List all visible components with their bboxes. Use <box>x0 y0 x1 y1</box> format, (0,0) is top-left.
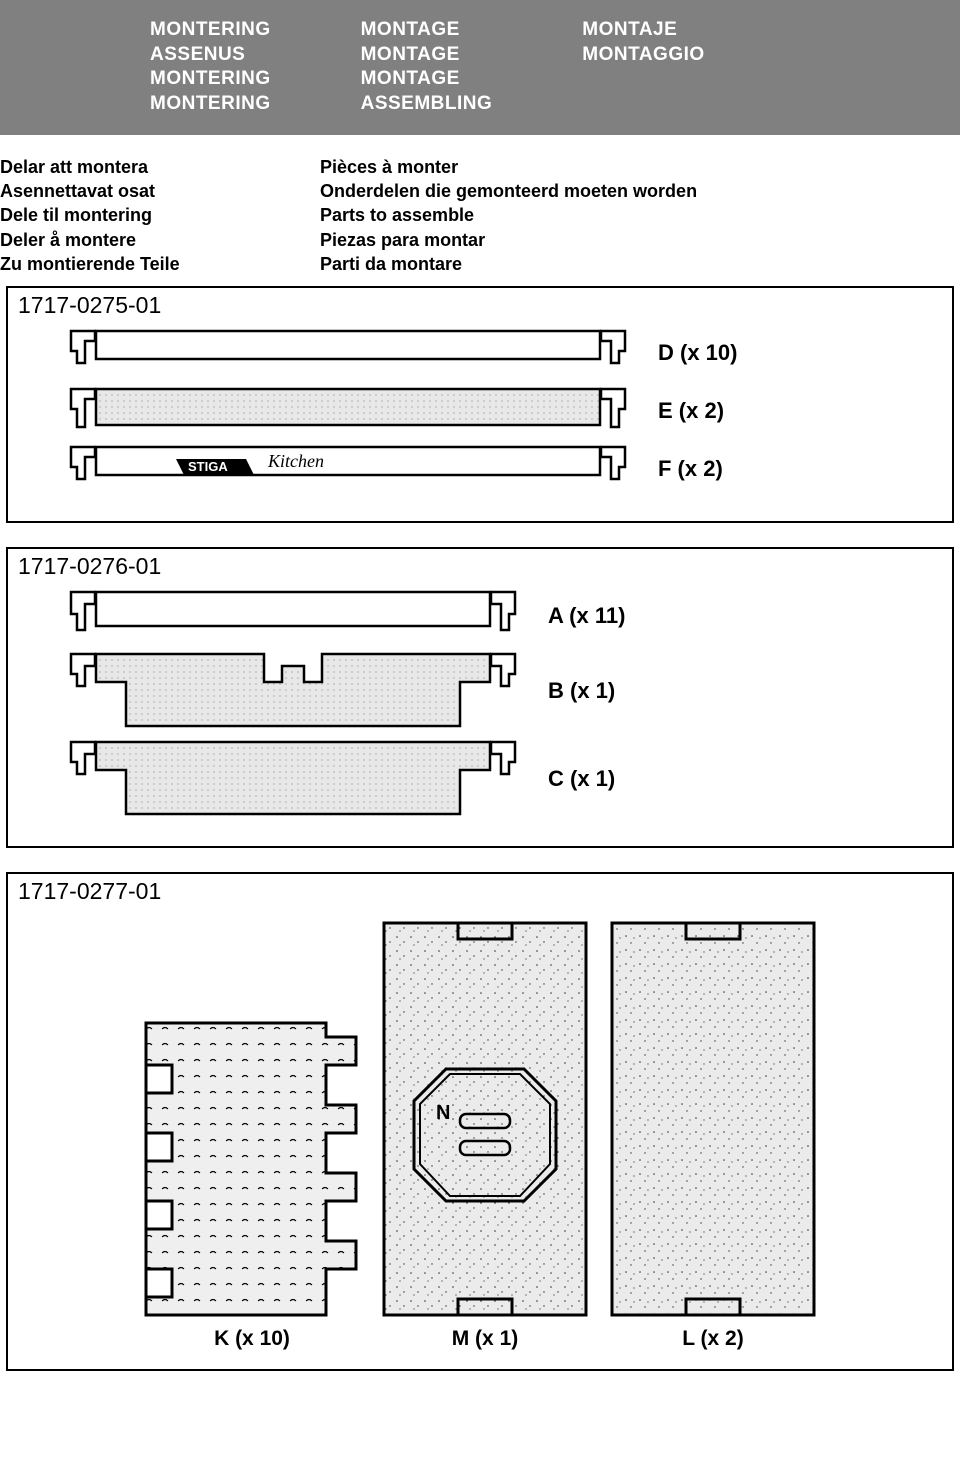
subtitle-text: Delar att montera <box>0 155 320 179</box>
part-f-row: STIGA Kitchen F (x 2) <box>18 445 942 493</box>
part-e-diagram <box>68 387 628 435</box>
subtitle-text: Deler å montere <box>0 228 320 252</box>
part-m-label: M (x 1) <box>380 1327 590 1351</box>
header-bar: MONTERING ASSENUS MONTERING MONTERING MO… <box>0 0 960 135</box>
part-l-label: L (x 2) <box>608 1327 818 1351</box>
header-text: MONTERING <box>150 92 271 117</box>
section-title: 1717-0275-01 <box>18 292 942 319</box>
subtitle-text: Pièces à monter <box>320 155 697 179</box>
subtitle-text: Zu montierende Teile <box>0 252 320 276</box>
header-text: MONTERING <box>150 67 271 92</box>
section-2: 1717-0276-01 A (x 11) B (x 1) <box>6 547 954 848</box>
header-col-3: MONTAJE MONTAGGIO <box>582 18 704 117</box>
brand-kitchen-text: Kitchen <box>267 451 324 471</box>
part-c-row: C (x 1) <box>18 740 942 818</box>
part-l-diagram <box>608 919 818 1319</box>
bottom-row: K (x 10) <box>18 919 942 1351</box>
part-k-item: K (x 10) <box>142 1019 362 1351</box>
part-l-item: L (x 2) <box>608 919 818 1351</box>
subtitle-text: Dele til montering <box>0 203 320 227</box>
header-text: MONTAGE <box>361 67 493 92</box>
subtitle-text: Asennettavat osat <box>0 179 320 203</box>
part-k-diagram <box>142 1019 362 1319</box>
part-d-row: D (x 10) <box>18 329 942 377</box>
header-col-1: MONTERING ASSENUS MONTERING MONTERING <box>150 18 271 117</box>
part-d-label: D (x 10) <box>658 340 737 366</box>
part-a-label: A (x 11) <box>548 603 625 629</box>
part-f-diagram: STIGA Kitchen <box>68 445 628 493</box>
part-n-label: N <box>436 1102 450 1124</box>
subtitle-text: Piezas para montar <box>320 228 697 252</box>
header-text: ASSEMBLING <box>361 92 493 117</box>
section-title: 1717-0277-01 <box>18 878 942 905</box>
part-k-label: K (x 10) <box>142 1327 362 1351</box>
header-text: MONTAGE <box>361 18 493 43</box>
part-m-item: N M (x 1) <box>380 919 590 1351</box>
part-e-row: E (x 2) <box>18 387 942 435</box>
part-d-diagram <box>68 329 628 377</box>
part-c-diagram <box>68 740 518 818</box>
header-col-2: MONTAGE MONTAGE MONTAGE ASSEMBLING <box>361 18 493 117</box>
subtitle-text: Parti da montare <box>320 252 697 276</box>
subtitle-block: Delar att montera Asennettavat osat Dele… <box>0 135 960 284</box>
part-a-diagram <box>68 590 518 642</box>
part-b-label: B (x 1) <box>548 678 615 704</box>
section-title: 1717-0276-01 <box>18 553 942 580</box>
part-b-row: B (x 1) <box>18 652 942 730</box>
header-text: MONTAGE <box>361 43 493 68</box>
header-text: MONTAJE <box>582 18 704 43</box>
part-f-label: F (x 2) <box>658 456 723 482</box>
part-m-diagram: N <box>380 919 590 1319</box>
header-text: MONTAGGIO <box>582 43 704 68</box>
subtitle-text: Onderdelen die gemonteerd moeten worden <box>320 179 697 203</box>
part-b-diagram <box>68 652 518 730</box>
section-3: 1717-0277-01 K (x 10) <box>6 872 954 1371</box>
part-c-label: C (x 1) <box>548 766 615 792</box>
subtitle-text: Parts to assemble <box>320 203 697 227</box>
subtitle-col-left: Delar att montera Asennettavat osat Dele… <box>0 155 320 276</box>
header-text: ASSENUS <box>150 43 271 68</box>
subtitle-col-right: Pièces à monter Onderdelen die gemonteer… <box>320 155 697 276</box>
header-text: MONTERING <box>150 18 271 43</box>
section-1: 1717-0275-01 D (x 10) E (x 2) <box>6 286 954 523</box>
part-e-label: E (x 2) <box>658 398 724 424</box>
part-a-row: A (x 11) <box>18 590 942 642</box>
brand-logo-text: STIGA <box>188 459 228 474</box>
